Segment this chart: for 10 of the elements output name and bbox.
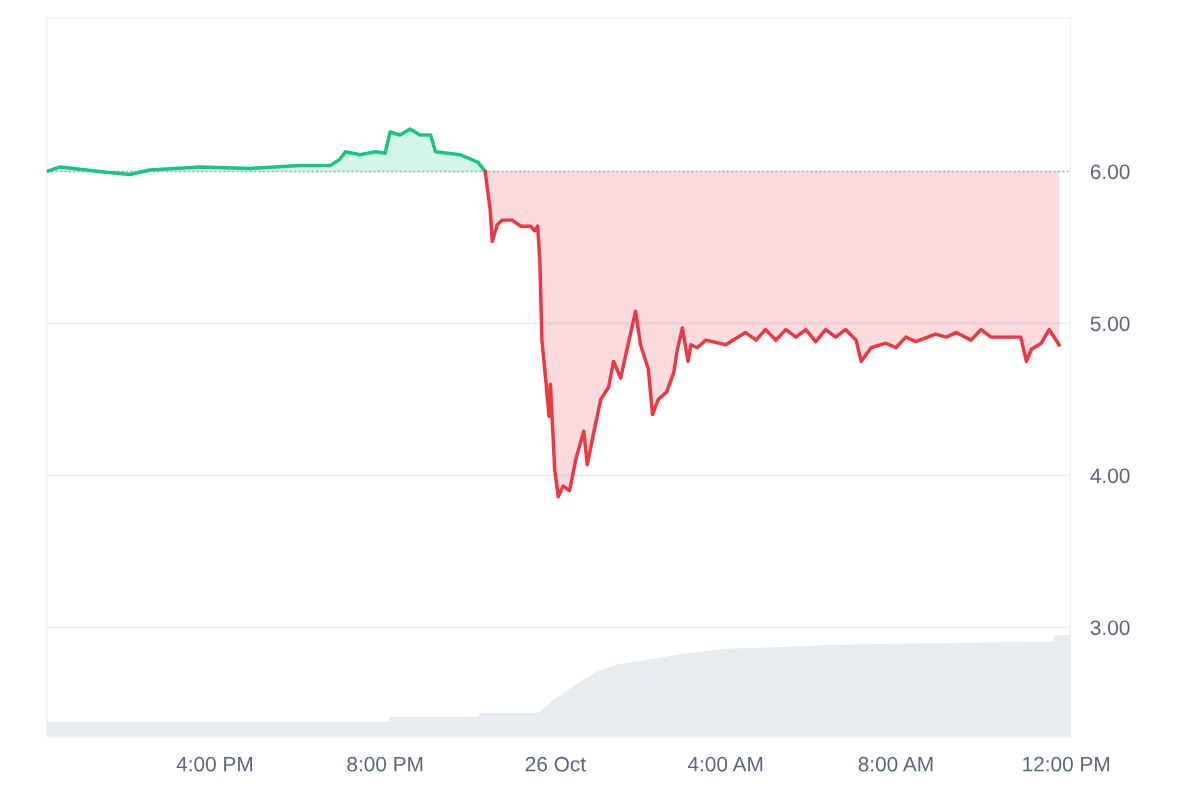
- y-tick-label: 5.00: [1090, 316, 1130, 332]
- x-tick-label: 26 Oct: [525, 756, 586, 772]
- y-tick-label: 4.00: [1090, 468, 1130, 484]
- x-tick-label: 8:00 AM: [858, 756, 933, 772]
- x-tick-label: 12:00 PM: [1023, 756, 1110, 772]
- y-tick-label: 3.00: [1090, 620, 1130, 636]
- y-tick-label: 6.00: [1090, 164, 1130, 180]
- x-tick-label: 4:00 PM: [176, 756, 252, 772]
- x-tick-label: 8:00 PM: [347, 756, 423, 772]
- x-tick-label: 4:00 AM: [687, 756, 763, 772]
